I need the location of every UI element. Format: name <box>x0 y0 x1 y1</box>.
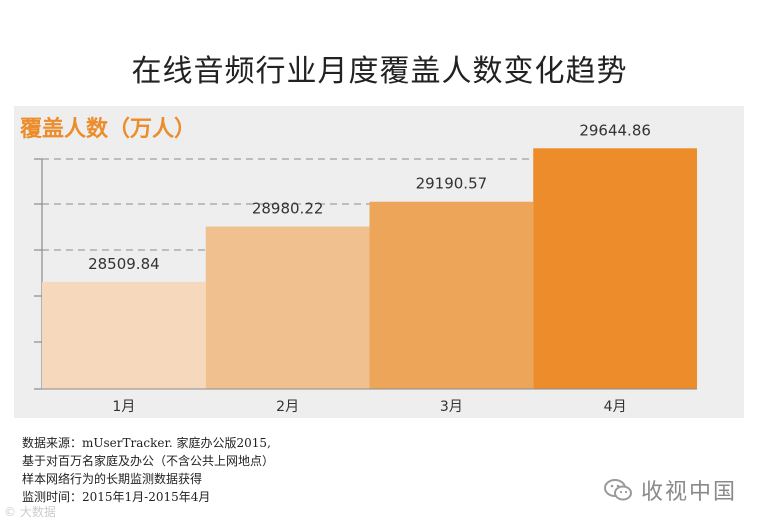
x-tick-label: 3月 <box>440 399 463 415</box>
bar <box>205 226 370 389</box>
wechat-icon <box>603 479 632 501</box>
watermark: © 大数据 <box>4 505 56 519</box>
data-label: 29644.86 <box>579 121 651 139</box>
y-axis-label: 覆盖人数（万人） <box>20 117 197 142</box>
source-line: 数据来源：mUserTracker. 家庭办公版2015, <box>22 436 271 450</box>
page-title: 在线音频行业月度覆盖人数变化趋势 <box>131 54 628 89</box>
bar <box>369 201 534 389</box>
source-note: 数据来源：mUserTracker. 家庭办公版2015, 基于对百万名家庭及办… <box>22 434 274 506</box>
x-tick-label: 2月 <box>276 399 299 415</box>
bar <box>42 281 206 389</box>
brand-logo: 收视中国 <box>603 474 737 506</box>
x-tick-label: 4月 <box>604 399 627 415</box>
bar <box>533 148 697 389</box>
data-label: 28980.22 <box>252 200 324 218</box>
source-line: 监测时间：2015年1月-2015年4月 <box>22 490 211 504</box>
brand-name: 收视中国 <box>640 480 737 505</box>
data-label: 28509.84 <box>88 255 160 273</box>
source-line: 基于对百万名家庭及办公（不含公共上网地点） <box>22 454 275 468</box>
x-tick-label: 1月 <box>112 399 135 415</box>
data-label: 29190.57 <box>416 175 488 193</box>
source-line: 样本网络行为的长期监测数据获得 <box>22 472 203 486</box>
